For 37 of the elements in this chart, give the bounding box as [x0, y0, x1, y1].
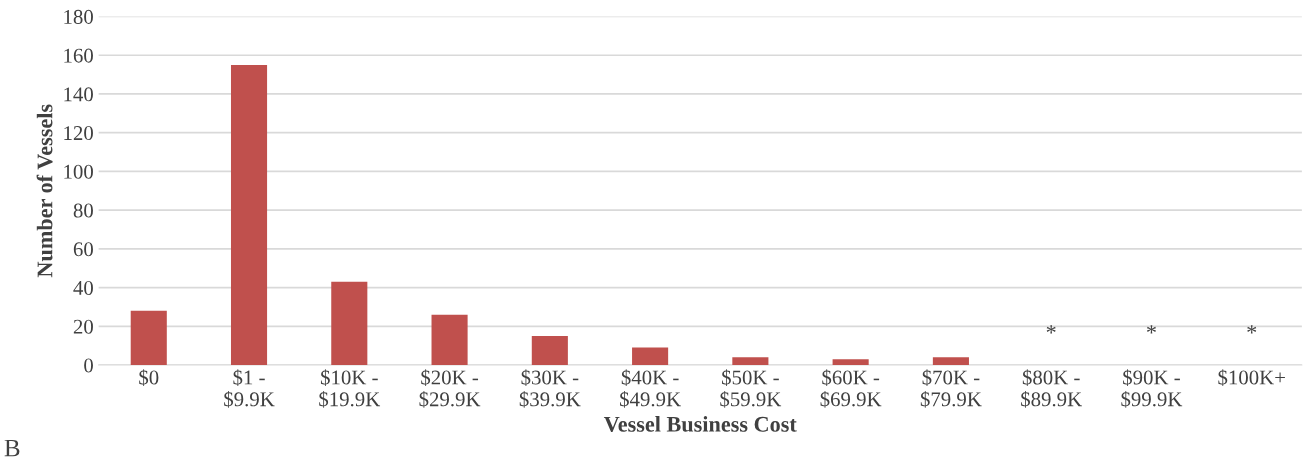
text: B: [4, 439, 20, 457]
bar: [130, 310, 167, 366]
x-tick-label: $100K+: [1218, 369, 1285, 386]
y-tick-label: 180: [64, 9, 93, 24]
bar: [531, 335, 568, 366]
text: *: [1046, 325, 1056, 334]
x-tick-label: $30K - $39.9K: [519, 369, 581, 408]
y-tick-label: 60: [73, 242, 93, 257]
bar: [331, 281, 368, 366]
x-tick-label: $80K - $89.9K: [1021, 369, 1082, 408]
x-tick-label: $40K - $49.9K: [620, 369, 681, 408]
bar: [431, 314, 468, 366]
x-tick-label: $60K - $69.9K: [820, 369, 882, 408]
x-tick-label: $90K - $99.9K: [1121, 369, 1183, 408]
y-tick-label: 0: [84, 358, 93, 373]
y-tick-label: 100: [64, 164, 93, 179]
x-axis-title: Vessel Business Cost: [603, 416, 797, 432]
y-tick-label: 80: [73, 203, 93, 218]
bar: [230, 64, 268, 366]
bar: [932, 357, 969, 366]
y-axis-title: Number of Vessels: [36, 104, 53, 278]
y-tick-label: 160: [64, 48, 93, 63]
y-tick-label: 20: [73, 319, 93, 334]
y-tick-label: 120: [64, 126, 93, 141]
x-tick-label: $10K - $19.9K: [319, 369, 381, 408]
text: *: [1247, 325, 1257, 334]
x-tick-label: $20K - $29.9K: [419, 369, 481, 408]
x-tick-label: $70K - $79.9K: [920, 369, 982, 408]
bar: [732, 357, 769, 366]
bar: [632, 347, 669, 366]
y-tick-label: 140: [64, 87, 93, 102]
x-tick-label: $50K - $59.9K: [720, 369, 782, 408]
y-tick-label: 40: [73, 280, 93, 295]
x-tick-label: $1 - $9.9K: [224, 369, 275, 408]
bar: [832, 359, 869, 366]
text: *: [1146, 325, 1156, 334]
x-tick-label: $0: [139, 369, 159, 386]
